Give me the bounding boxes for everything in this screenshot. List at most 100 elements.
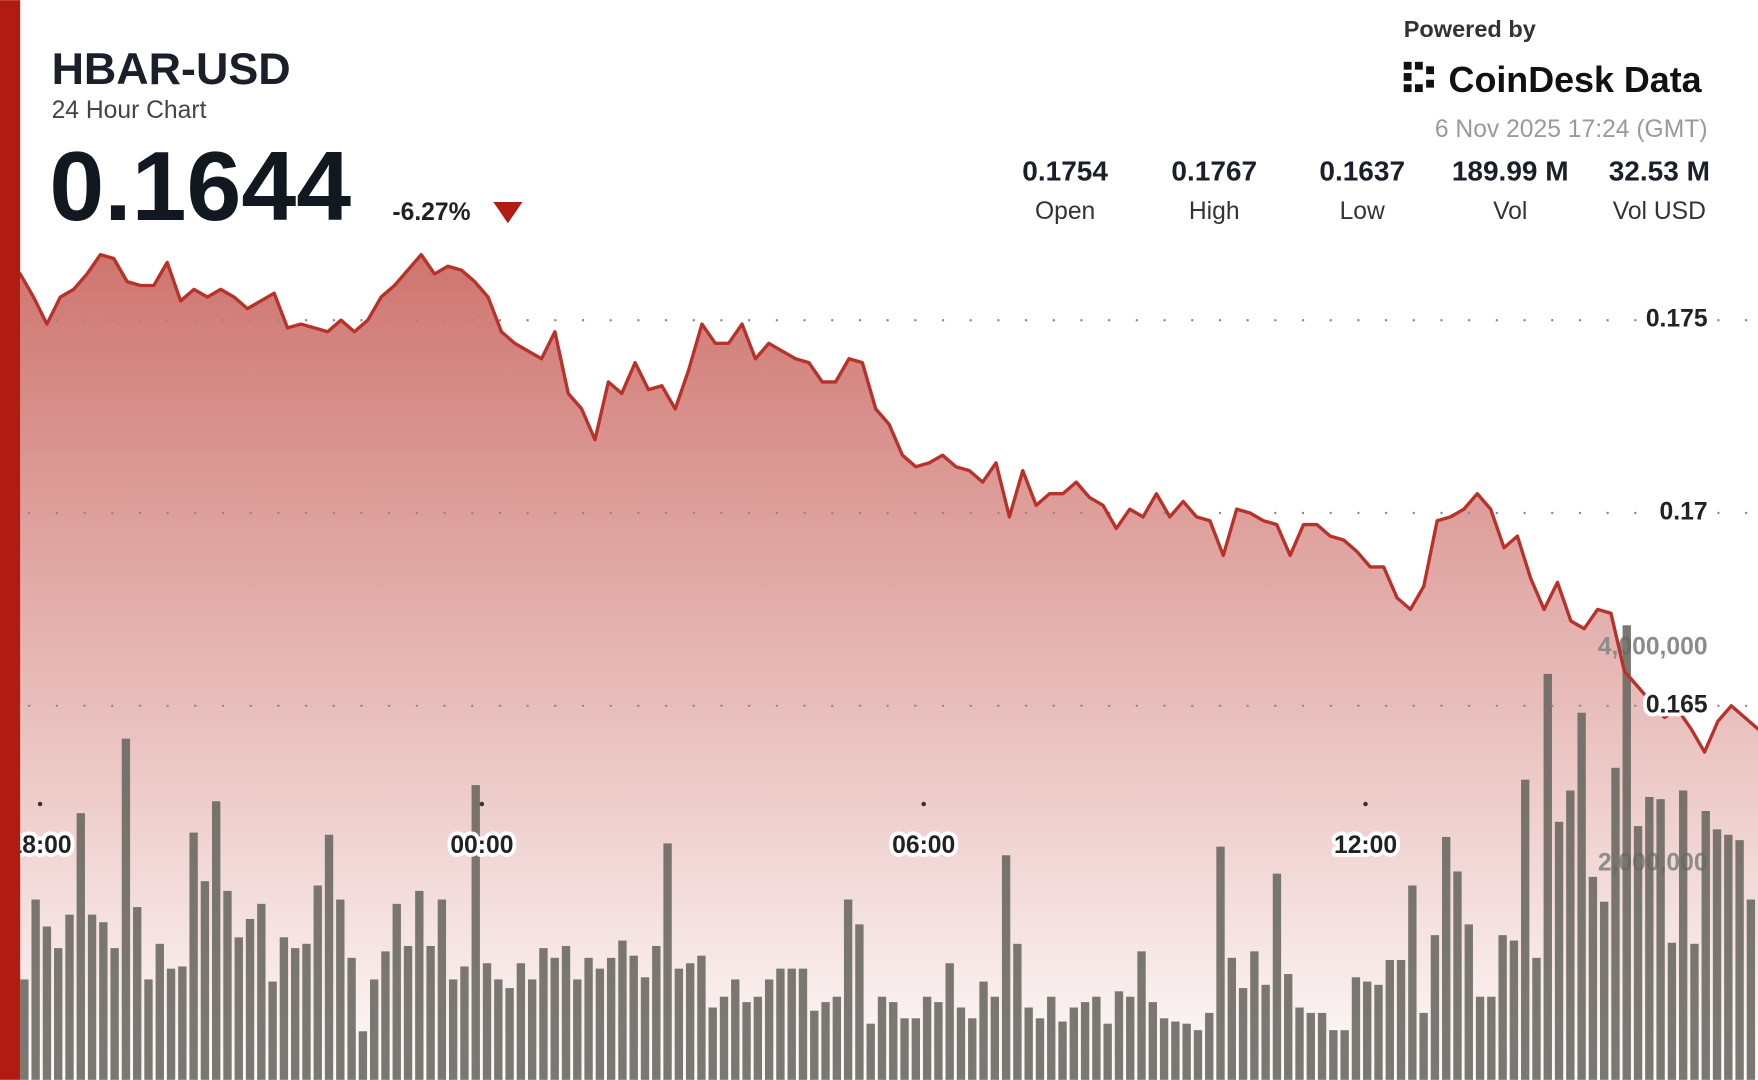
volume-bar <box>1159 1018 1169 1080</box>
x-tick-label: 00:00 <box>450 832 513 859</box>
volume-bar <box>787 968 796 1080</box>
y-tick-label: 0.17 <box>1660 499 1708 526</box>
volume-bar <box>629 955 638 1080</box>
volume-bar <box>1430 935 1440 1080</box>
timestamp: 6 Nov 2025 17:24 (GMT) <box>1435 116 1708 143</box>
volume-bar <box>1351 977 1361 1080</box>
volume-bar <box>494 979 503 1080</box>
volume-bar <box>663 843 672 1080</box>
volume-layer <box>20 625 1756 1080</box>
volume-bar <box>685 963 695 1080</box>
volume-bar <box>1295 1007 1304 1080</box>
volume-bar <box>1521 779 1530 1080</box>
volume-bar <box>133 907 142 1080</box>
price-area <box>20 254 1758 1080</box>
volume-bar <box>448 979 458 1080</box>
volume-bar <box>618 940 627 1080</box>
y2-tick-label: 4,000,000 <box>1598 633 1708 660</box>
volume-bar <box>1690 943 1699 1080</box>
volume-bar <box>1024 1007 1033 1080</box>
volume-bar <box>776 968 785 1080</box>
accent-bar <box>0 0 21 1080</box>
volume-bar <box>1464 924 1473 1080</box>
volume-bar <box>877 996 887 1080</box>
volume-bar <box>76 813 85 1080</box>
volume-bar <box>990 996 1000 1080</box>
volume-bar <box>640 977 650 1080</box>
volume-bar <box>1408 885 1417 1080</box>
volume-bar <box>866 1023 875 1080</box>
volume-bar <box>1419 1012 1428 1080</box>
volume-bar <box>606 957 616 1080</box>
volume-bar <box>460 966 469 1080</box>
volume-bar <box>381 951 390 1080</box>
title: HBAR-USD <box>52 43 291 94</box>
volume-bar <box>1577 712 1586 1080</box>
volume-bar <box>370 979 379 1080</box>
volume-bar <box>234 937 243 1080</box>
volume-bar <box>1633 826 1643 1080</box>
stat-label: Vol USD <box>1613 198 1706 225</box>
volume-bar <box>1182 1023 1191 1080</box>
volume-bar <box>1374 984 1383 1080</box>
volume-bar <box>1498 935 1507 1080</box>
x-tick-label: 06:00 <box>892 832 955 859</box>
stat-label: Low <box>1340 198 1385 225</box>
volume-bar <box>1656 799 1665 1080</box>
volume-bar <box>505 988 514 1080</box>
volume-bar <box>324 834 334 1080</box>
volume-bar <box>471 785 480 1080</box>
volume-bar <box>144 979 153 1080</box>
volume-bar <box>810 1010 819 1080</box>
volume-bar <box>1509 940 1519 1080</box>
volume-bar <box>1013 943 1022 1080</box>
volume-bar <box>268 981 277 1080</box>
volume-bar <box>1532 957 1541 1080</box>
subtitle: 24 Hour Chart <box>52 97 207 124</box>
volume-bar <box>1475 996 1485 1080</box>
volume-bar <box>945 963 954 1080</box>
volume-bar <box>1645 796 1654 1080</box>
volume-bar <box>1216 846 1225 1080</box>
stats: 0.1754 Open 0.1767 High 0.1637 Low 189.99 M Vol… <box>1022 156 1710 225</box>
volume-bar <box>437 899 447 1080</box>
volume-bar <box>189 832 198 1080</box>
volume-bar <box>291 948 300 1080</box>
price: 0.1644 <box>49 131 351 241</box>
grid-layer <box>27 318 1758 708</box>
y-tick-label: 0.175 <box>1646 306 1708 333</box>
volume-bar <box>1396 959 1406 1080</box>
volume-bar <box>1453 871 1462 1080</box>
volume-bar <box>1035 1018 1045 1080</box>
volume-bar <box>212 801 221 1080</box>
volume-bar <box>1205 1012 1214 1080</box>
area-layer <box>20 254 1758 1080</box>
stat-value: 0.1767 <box>1171 156 1257 187</box>
volume-bar <box>336 899 345 1080</box>
volume-bar <box>584 957 593 1080</box>
volume-bar <box>20 979 29 1080</box>
volume-bar <box>1317 1012 1327 1080</box>
volume-bar <box>832 996 842 1080</box>
volume-bar <box>1069 1007 1078 1080</box>
volume-bar <box>1385 959 1394 1080</box>
volume-bar <box>1667 942 1677 1080</box>
volume-bar <box>753 996 763 1080</box>
stat-value: 0.1754 <box>1022 156 1108 187</box>
volume-bar <box>155 943 164 1080</box>
volume-bar <box>1114 991 1124 1080</box>
stat-label: Vol <box>1493 198 1527 225</box>
volume-bar <box>516 963 526 1080</box>
volume-bar <box>934 1002 943 1080</box>
volume-bar <box>110 948 119 1080</box>
volume-bar <box>166 968 176 1080</box>
volume-bar <box>42 926 52 1080</box>
brand-logo <box>1403 61 1434 93</box>
volume-bar <box>821 1002 830 1080</box>
volume-bar <box>697 955 706 1080</box>
volume-bar <box>178 966 187 1080</box>
x-tick-mark <box>37 801 43 807</box>
volume-bar <box>1588 876 1598 1080</box>
volume-bar <box>956 1007 966 1080</box>
volume-bar <box>347 957 356 1080</box>
